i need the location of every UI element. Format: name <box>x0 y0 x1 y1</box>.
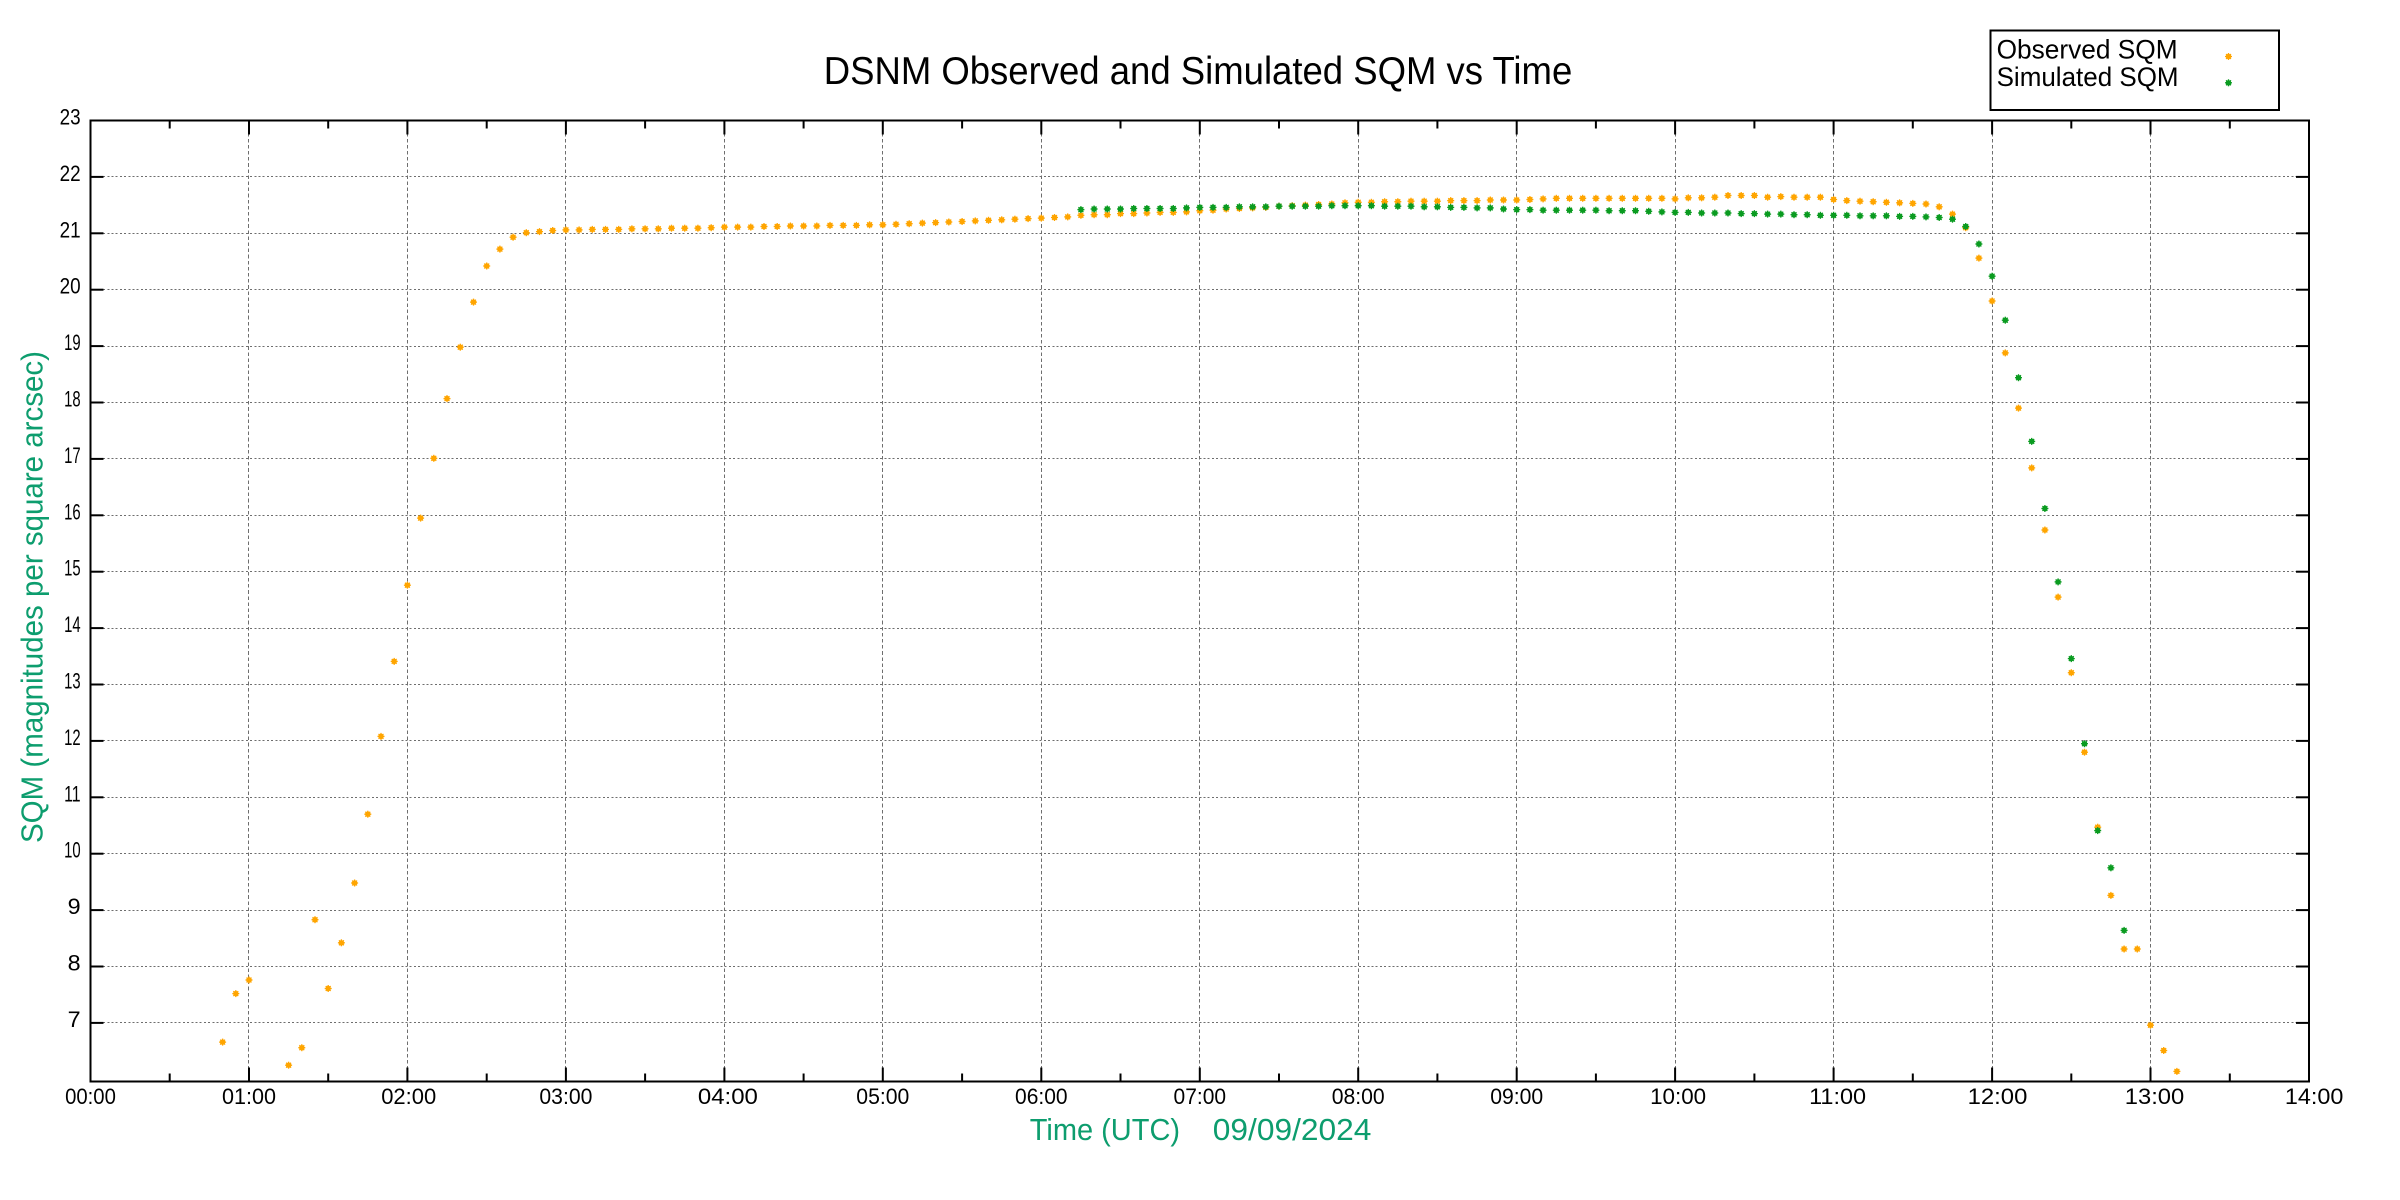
svg-text:21: 21 <box>60 217 81 242</box>
svg-text:18: 18 <box>64 387 81 412</box>
svg-text:07:00: 07:00 <box>1174 1084 1227 1109</box>
svg-text:02:00: 02:00 <box>381 1084 436 1109</box>
svg-text:10: 10 <box>64 838 81 863</box>
svg-text:09:00: 09:00 <box>1490 1084 1543 1109</box>
svg-text:Observed SQM: Observed SQM <box>1997 34 2178 64</box>
svg-text:06:00: 06:00 <box>1015 1084 1068 1109</box>
svg-text:10:00: 10:00 <box>1650 1084 1706 1109</box>
svg-text:14:00: 14:00 <box>2285 1084 2344 1109</box>
svg-text:12: 12 <box>64 725 81 750</box>
svg-text:8: 8 <box>68 951 81 976</box>
svg-text:04:00: 04:00 <box>698 1084 758 1109</box>
svg-text:22: 22 <box>60 161 81 186</box>
svg-text:11: 11 <box>64 781 81 806</box>
svg-text:11:00: 11:00 <box>1809 1084 1866 1109</box>
svg-text:16: 16 <box>64 499 81 524</box>
svg-text:01:00: 01:00 <box>222 1084 276 1109</box>
svg-text:23: 23 <box>60 105 81 130</box>
svg-text:SQM (magnitudes per square arc: SQM (magnitudes per square arcsec) <box>17 351 50 843</box>
svg-text:13:00: 13:00 <box>2125 1084 2185 1109</box>
svg-text:09/09/2024: 09/09/2024 <box>1213 1113 1372 1147</box>
svg-text:08:00: 08:00 <box>1332 1084 1385 1109</box>
svg-text:00:00: 00:00 <box>65 1084 116 1109</box>
svg-text:20: 20 <box>60 274 81 299</box>
svg-text:Time (UTC): Time (UTC) <box>1030 1113 1180 1147</box>
svg-text:12:00: 12:00 <box>1968 1084 2028 1109</box>
svg-text:7: 7 <box>68 1007 81 1032</box>
svg-text:Simulated SQM: Simulated SQM <box>1997 62 2179 92</box>
svg-text:15: 15 <box>64 556 81 581</box>
svg-text:19: 19 <box>64 330 81 355</box>
svg-text:14: 14 <box>64 612 81 637</box>
svg-text:13: 13 <box>64 669 81 694</box>
svg-text:05:00: 05:00 <box>856 1084 909 1109</box>
svg-text:DSNM Observed and Simulated SQ: DSNM Observed and Simulated SQM vs Time <box>824 50 1573 93</box>
svg-text:03:00: 03:00 <box>539 1084 592 1109</box>
svg-text:17: 17 <box>64 443 81 468</box>
svg-text:9: 9 <box>68 894 81 919</box>
